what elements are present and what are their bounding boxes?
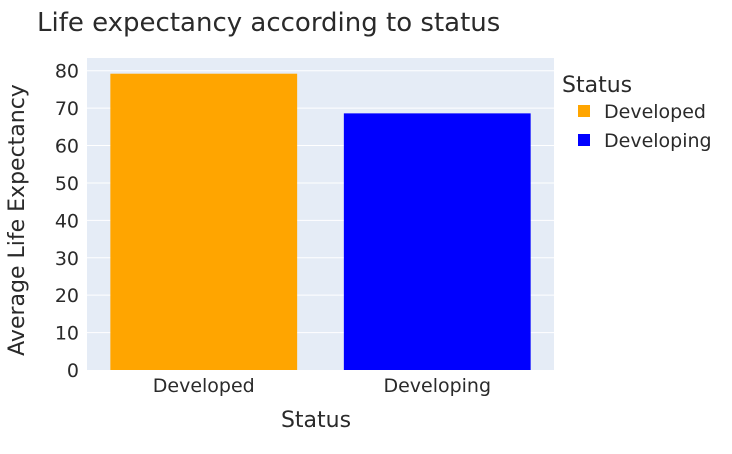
y-axis-title: Average Life Expectancy — [5, 84, 30, 356]
x-tick-label: Developing — [383, 375, 491, 397]
y-tick-label: 40 — [55, 210, 79, 232]
y-tick-label: 10 — [55, 323, 79, 345]
bar-developed[interactable] — [110, 73, 298, 371]
y-tick-label: 0 — [67, 360, 79, 382]
bar-developing[interactable] — [343, 113, 531, 370]
legend-item-label[interactable]: Developed — [604, 101, 706, 123]
x-tick-label: Developed — [153, 375, 255, 397]
chart-title: Life expectancy according to status — [37, 8, 500, 38]
y-tick-label: 60 — [55, 136, 79, 158]
plot-area: 0 10 20 30 40 50 60 70 80 Developed Developing — [55, 58, 554, 397]
y-tick-label: 50 — [55, 173, 79, 195]
legend-item-label[interactable]: Developing — [604, 130, 712, 152]
legend-title: Status — [562, 73, 632, 98]
legend[interactable]: Status Developed Developing — [562, 73, 712, 152]
legend-swatch[interactable] — [578, 105, 590, 117]
y-tick-label: 20 — [55, 285, 79, 307]
y-tick-label: 30 — [55, 248, 79, 270]
y-tick-label: 80 — [55, 61, 79, 83]
x-axis-title: Status — [281, 408, 351, 433]
y-tick-label: 70 — [55, 98, 79, 120]
legend-swatch[interactable] — [578, 134, 590, 146]
